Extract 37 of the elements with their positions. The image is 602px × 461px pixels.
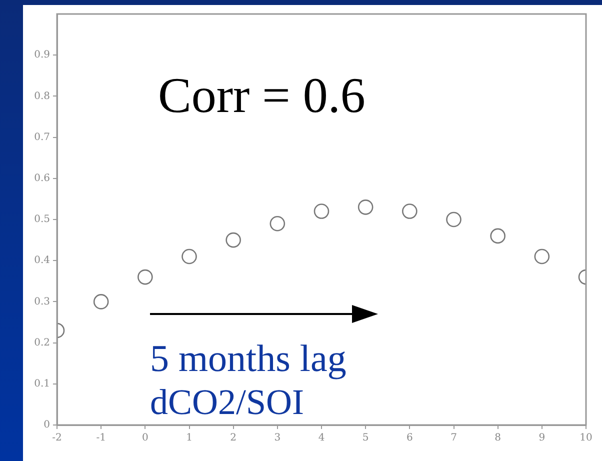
x-tick-label: -2 bbox=[52, 432, 62, 444]
y-tick-label: 0.8 bbox=[34, 90, 50, 102]
y-tick-label: 0.1 bbox=[34, 378, 50, 390]
y-tick-label: 0.5 bbox=[34, 214, 50, 226]
x-tick-label: 7 bbox=[450, 432, 457, 444]
point bbox=[270, 216, 286, 232]
point bbox=[93, 294, 109, 310]
x-tick-label: -1 bbox=[96, 432, 106, 444]
annotation: 5 months lag bbox=[150, 338, 346, 380]
x-tick-label: 6 bbox=[406, 432, 413, 444]
x-tick-label: 8 bbox=[494, 432, 502, 444]
x-tick-label: 0 bbox=[142, 432, 148, 444]
y-tick-label: 0.9 bbox=[34, 50, 50, 61]
point bbox=[534, 248, 550, 264]
y-tick-label: 0.3 bbox=[34, 296, 50, 308]
annotation: Corr = 0.6 bbox=[158, 67, 366, 123]
y-tick-label: 0.2 bbox=[34, 337, 50, 348]
x-tick-label: 10 bbox=[580, 432, 592, 444]
y-tick-label: 0.4 bbox=[34, 255, 50, 266]
x-tick-label: 1 bbox=[186, 432, 192, 444]
y-tick-label: 0.6 bbox=[34, 172, 50, 184]
x-tick-label: 2 bbox=[230, 432, 237, 444]
point bbox=[446, 212, 462, 228]
x-tick-label: 3 bbox=[274, 432, 281, 444]
point bbox=[314, 204, 330, 219]
x-tick-label: 9 bbox=[538, 432, 546, 444]
point bbox=[138, 269, 153, 285]
point bbox=[226, 232, 241, 248]
point bbox=[402, 204, 418, 219]
y-tick-label: 0 bbox=[44, 420, 50, 431]
x-tick-label: 4 bbox=[318, 432, 325, 444]
point bbox=[490, 228, 506, 244]
annotation: dCO2/SOI bbox=[150, 382, 304, 422]
point bbox=[182, 248, 197, 264]
point bbox=[358, 200, 374, 215]
x-tick-label: 5 bbox=[362, 432, 369, 444]
y-tick-label: 0.7 bbox=[34, 132, 50, 143]
